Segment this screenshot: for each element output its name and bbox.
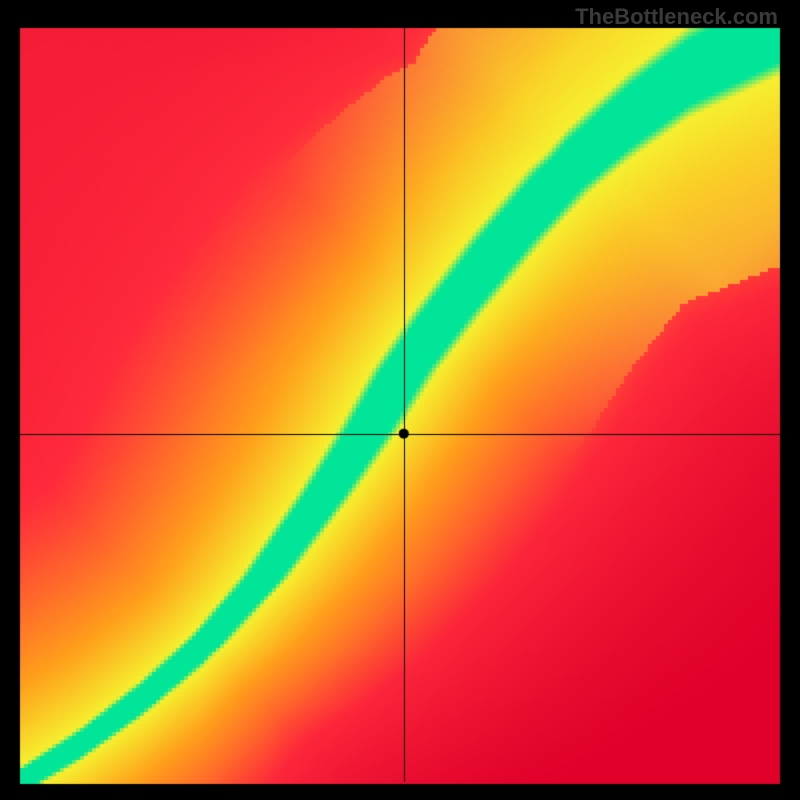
- bottleneck-heatmap-canvas: [0, 0, 800, 800]
- watermark-text: TheBottleneck.com: [575, 4, 778, 30]
- chart-container: TheBottleneck.com: [0, 0, 800, 800]
